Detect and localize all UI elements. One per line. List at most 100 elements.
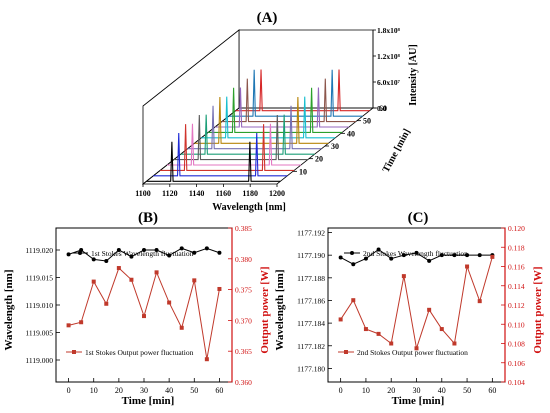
wavelength-point xyxy=(91,257,96,262)
power-point xyxy=(338,317,343,322)
power-point xyxy=(204,357,209,362)
waterfall-trace xyxy=(146,141,281,182)
y2-tick-label: 0.360 xyxy=(235,378,252,387)
wavelength-point xyxy=(401,253,406,258)
waterfall-intensity-tick-label: 1.8x10⁸ xyxy=(377,26,401,35)
wavelength-point xyxy=(79,248,84,252)
waterfall-x-tick-label: 1100 xyxy=(135,189,151,198)
wavelength-point xyxy=(363,256,368,261)
wavelength-point xyxy=(414,250,419,255)
power-point xyxy=(167,300,172,305)
waterfall-trace xyxy=(173,114,308,161)
wavelength-point xyxy=(338,255,343,260)
x-tick-label: 30 xyxy=(413,386,421,395)
waterfall-trace xyxy=(221,78,356,123)
y2-tick-label: 0.116 xyxy=(508,263,525,272)
x-tick-label: 0 xyxy=(339,386,343,395)
panel-c-chart: (C) 0 10 20 30 40 50 60 1177.180 1177.182 1177.18… xyxy=(274,210,544,407)
waterfall-x-tick-label: 1140 xyxy=(189,189,205,198)
waterfall-trace xyxy=(160,124,295,171)
legend-swatch-marker xyxy=(72,350,76,354)
x-tick-label: 30 xyxy=(140,386,148,395)
power-point xyxy=(389,341,394,346)
power-point xyxy=(192,278,197,283)
waterfall-time-axis-label: Time [min] xyxy=(381,127,413,174)
legend-label: 1st Stokes Wavelength fluctuation xyxy=(91,249,194,258)
wavelength-point xyxy=(192,250,197,255)
power-point xyxy=(376,331,381,336)
y2-tick-label: 0.385 xyxy=(235,224,252,233)
waterfall-time-tick-label: 10 xyxy=(299,167,307,176)
y-tick-label: 1177.190 xyxy=(297,251,325,260)
waterfall-intensity-tick-label: 6.0x10⁷ xyxy=(377,78,401,87)
wavelength-point xyxy=(389,256,394,261)
waterfall-back-wall xyxy=(238,29,374,109)
wavelength-point xyxy=(104,259,109,263)
panel-c-y2-axis-label: Output power [W] xyxy=(532,266,544,353)
panel-b-label: (B) xyxy=(138,210,158,226)
panel-a-waterfall: (A) 1100 1120 1140 1160 1180 1200 10 20 30 40 50 6… xyxy=(135,10,419,213)
legend-swatch-marker xyxy=(350,251,354,255)
y2-tick-label: 0.118 xyxy=(508,243,525,252)
panel-c-label: (C) xyxy=(408,210,429,226)
power-point xyxy=(427,307,432,312)
waterfall-intensity-ticks: 0.0 6.0x10⁷ 1.2x10⁸ 1.8x10⁸ xyxy=(372,26,401,113)
waterfall-trace xyxy=(187,105,322,150)
waterfall-x-tick-label: 1180 xyxy=(242,189,258,198)
waterfall-trace xyxy=(180,114,315,155)
power-point xyxy=(490,254,495,259)
waterfall-time-ticks: 10 20 30 40 50 60 xyxy=(293,104,387,176)
waterfall-time-tick-label: 40 xyxy=(347,129,355,138)
panel-b-x-axis-label: Time [min] xyxy=(122,395,175,407)
power-point xyxy=(91,279,96,284)
y2-tick-label: 0.112 xyxy=(508,301,525,310)
power-point xyxy=(439,327,444,332)
x-tick-label: 50 xyxy=(463,386,471,395)
power-series-line xyxy=(68,267,220,360)
power-point xyxy=(465,264,470,269)
legend-swatch-marker xyxy=(344,350,348,354)
waterfall-trace xyxy=(194,96,329,144)
y2-tick-label: 0.114 xyxy=(508,282,525,291)
power-point xyxy=(401,274,406,279)
y2-tick-label: 0.108 xyxy=(508,340,525,349)
y-tick-label: 1119.010 xyxy=(25,301,53,310)
waterfall-intensity-tick-label: 1.2x10⁸ xyxy=(377,52,401,61)
power-point xyxy=(154,270,159,275)
x-tick-label: 10 xyxy=(90,386,98,395)
wavelength-point xyxy=(376,247,381,252)
panel-b-y2-axis-label: Output power [W] xyxy=(259,266,271,353)
legend-label: 2nd Stokes Output power fluctuation xyxy=(357,348,468,357)
legend-label: 1st Stokes Output power fluctuation xyxy=(85,348,194,357)
y-tick-label: 1177.192 xyxy=(297,229,325,238)
y2-tick-label: 0.365 xyxy=(235,347,252,356)
power-point xyxy=(142,314,146,319)
legend-label: 2nd Stokes Wavelength fluctuation xyxy=(363,249,468,258)
wavelength-point xyxy=(439,253,444,258)
wavelength-point xyxy=(129,254,134,259)
power-series-line xyxy=(340,256,493,349)
y-tick-label: 1177.182 xyxy=(297,342,325,351)
power-point xyxy=(104,301,109,306)
waterfall-time-tick-label: 50 xyxy=(363,117,371,126)
power-point xyxy=(477,299,482,304)
waterfall-x-axis-label: Wavelength [nm] xyxy=(212,202,286,213)
waterfall-trace xyxy=(201,96,336,139)
wavelength-point xyxy=(142,248,146,252)
waterfall-intensity-tick-label: 0.0 xyxy=(377,104,387,113)
wavelength-point xyxy=(465,253,470,258)
x-tick-label: 20 xyxy=(387,386,395,395)
waterfall-trace xyxy=(228,69,363,117)
y-tick-label: 1119.000 xyxy=(25,356,53,365)
y2-tick-label: 0.106 xyxy=(508,359,525,368)
y-tick-label: 1119.015 xyxy=(25,274,53,283)
power-point xyxy=(351,298,356,303)
waterfall-intensity-axis-label: Intensity [AU] xyxy=(408,44,419,105)
y-tick-label: 1177.184 xyxy=(297,319,325,328)
power-point xyxy=(179,325,184,330)
panel-c-x-axis-label: Time [min] xyxy=(392,395,445,407)
x-tick-label: 60 xyxy=(215,386,223,395)
panel-c-y-axis-label: Wavelength [nm] xyxy=(274,270,286,351)
wavelength-point xyxy=(179,246,184,251)
